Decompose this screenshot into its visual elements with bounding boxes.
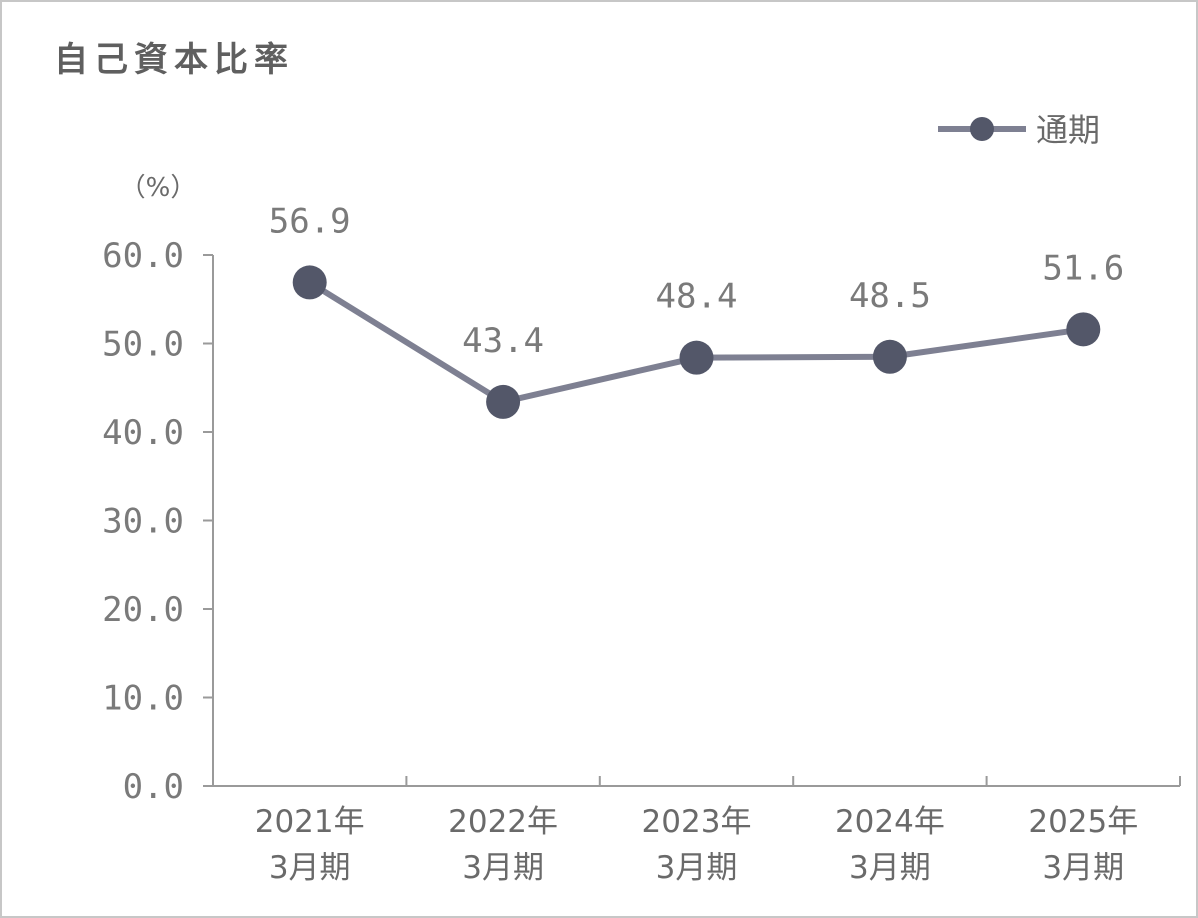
y-tick-label: 50.0 [102, 325, 184, 365]
x-category-label: 2022年 3月期 [448, 804, 558, 886]
data-label: 43.4 [462, 321, 544, 361]
data-label: 51.6 [1042, 248, 1124, 288]
x-category-label-line: 3月期 [462, 850, 544, 886]
data-point [872, 339, 907, 374]
y-tick-label: 40.0 [102, 413, 184, 453]
x-category-label-line: 2021年 [255, 804, 365, 840]
legend-label: 通期 [1036, 111, 1100, 149]
chart-title: 自己資本比率 [54, 40, 294, 80]
y-tick-label: 30.0 [102, 502, 184, 542]
y-tick-label: 10.0 [102, 679, 184, 719]
y-tick-label: 60.0 [102, 236, 184, 276]
y-tick-label: 20.0 [102, 590, 184, 630]
legend-marker [970, 117, 994, 141]
data-point [1066, 312, 1101, 347]
x-category-label: 2021年 3月期 [255, 804, 365, 886]
data-point [486, 384, 521, 419]
x-category-label-line: 2023年 [642, 804, 752, 840]
x-category-label-line: 3月期 [849, 850, 931, 886]
axes: 60.050.040.030.020.010.00.0（%）2021年 3月期20… [102, 173, 1181, 886]
data-point [679, 340, 714, 375]
legend: 通期 [938, 111, 1100, 149]
x-category-label: 2024年 3月期 [835, 804, 945, 886]
y-tick-label: 0.0 [123, 767, 184, 807]
x-category-label-line: 2022年 [448, 804, 558, 840]
x-category-label-line: 3月期 [1042, 850, 1124, 886]
x-category-label-line: 2024年 [835, 804, 945, 840]
data-point [292, 265, 327, 300]
labels-group: 56.9 43.4 48.4 48.5 51.6 [269, 201, 1124, 360]
x-category-label: 2025年 3月期 [1028, 804, 1138, 886]
x-category-label-line: 3月期 [656, 850, 738, 886]
y-axis-unit-label: （%） [120, 173, 197, 203]
data-label: 48.4 [656, 277, 738, 317]
x-category-label-line: 2025年 [1028, 804, 1138, 840]
x-category-label: 2023年 3月期 [642, 804, 752, 886]
series-group [292, 265, 1101, 419]
data-label: 56.9 [269, 201, 351, 241]
x-category-label-line: 3月期 [269, 850, 351, 886]
data-label: 48.5 [849, 276, 931, 316]
